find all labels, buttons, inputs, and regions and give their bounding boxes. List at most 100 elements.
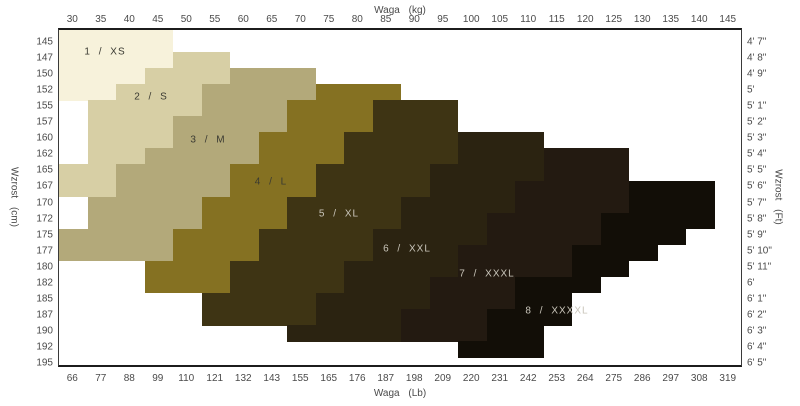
size-region-7 [515, 196, 629, 214]
size-region-5 [344, 148, 458, 166]
size-region-4 [287, 116, 373, 133]
x-tick-top: 120 [576, 14, 594, 25]
size-region-3 [116, 164, 230, 182]
size-region-6 [315, 308, 401, 326]
size-region-2 [87, 116, 173, 133]
size-region-8 [486, 324, 544, 342]
size-region-2 [87, 148, 145, 166]
x-tick-top: 35 [95, 14, 107, 25]
size-label-8: 8 / XXXXL [525, 305, 589, 317]
x-tick-top: 130 [633, 14, 651, 25]
y-tick-right: 6' 2" [747, 309, 767, 321]
size-region-4 [287, 100, 373, 117]
y-tick-right: 5' 1" [747, 100, 767, 112]
y-tick-right: 4' 9" [747, 68, 767, 80]
y-tick-right: 5' 8" [747, 213, 767, 225]
size-region-5 [201, 308, 316, 326]
size-region-3 [173, 116, 287, 133]
x-tick-bottom: 253 [548, 373, 566, 384]
size-region-4 [230, 180, 316, 198]
size-region-3 [59, 244, 173, 262]
size-region-2 [87, 132, 173, 149]
x-tick-top: 100 [462, 14, 480, 25]
size-region-8 [600, 228, 686, 246]
y-tick-right: 5' 6" [747, 180, 767, 192]
x-tick-bottom: 88 [123, 373, 135, 384]
y-tick-right: 6' 4" [747, 341, 767, 353]
x-tick-top: 50 [180, 14, 192, 25]
size-region-5 [287, 212, 401, 230]
plot-area: 1 / XS 2 / S 3 / M 4 / L 5 / XL 6 / XXL 7 / XX… [58, 28, 742, 367]
x-tick-bottom: 77 [95, 373, 107, 384]
y-tick-left: 172 [36, 213, 53, 225]
x-tick-bottom: 110 [178, 373, 195, 384]
size-region-5 [230, 276, 344, 294]
size-region-4 [258, 132, 344, 149]
size-label-4: 4 / L [254, 176, 288, 188]
size-region-5 [315, 180, 430, 198]
x-tick-top: 90 [408, 14, 420, 25]
size-region-5 [230, 260, 344, 278]
y-tick-right: 6' 3" [747, 325, 767, 337]
y-tick-left: 187 [36, 309, 53, 321]
x-tick-bottom: 143 [263, 373, 281, 384]
x-tick-bottom: 308 [690, 373, 708, 384]
y-tick-left: 145 [36, 36, 53, 48]
y-tick-left: 157 [36, 116, 53, 128]
x-tick-bottom: 99 [152, 373, 164, 384]
size-region-1 [59, 68, 145, 85]
y-tick-left: 165 [36, 164, 53, 176]
size-region-1 [59, 52, 173, 69]
size-region-7 [515, 180, 629, 198]
size-region-1 [59, 30, 173, 53]
size-label-6: 6 / XXL [383, 243, 431, 255]
size-region-5 [258, 244, 373, 262]
x-tick-top: 95 [437, 14, 449, 25]
size-region-7 [401, 324, 487, 342]
size-region-3 [201, 100, 287, 117]
y-tick-left: 182 [36, 277, 53, 289]
x-tick-top: 30 [66, 14, 78, 25]
x-tick-top: 55 [209, 14, 221, 25]
y-tick-left: 167 [36, 180, 53, 192]
y-tick-right: 6' 5" [747, 357, 767, 369]
y-axis-title-left: Wzrost (cm) [8, 167, 20, 227]
x-tick-bottom: 187 [377, 373, 395, 384]
size-region-7 [401, 308, 487, 326]
size-region-4 [173, 228, 259, 246]
size-region-7 [543, 148, 629, 166]
size-region-5 [201, 292, 316, 310]
size-region-7 [486, 228, 601, 246]
size-region-2 [59, 164, 116, 182]
y-tick-left: 150 [36, 68, 53, 80]
size-region-7 [458, 260, 572, 278]
size-region-2 [173, 52, 230, 69]
y-tick-left: 162 [36, 148, 53, 160]
x-tick-bottom: 132 [234, 373, 252, 384]
size-label-5: 5 / XL [318, 208, 360, 220]
x-tick-bottom: 121 [206, 373, 224, 384]
y-axis-title-right: Wzrost (Ft) [772, 169, 784, 225]
y-tick-left: 147 [36, 52, 53, 64]
size-region-5 [315, 164, 430, 182]
x-tick-top: 105 [491, 14, 509, 25]
size-region-6 [372, 244, 458, 262]
x-tick-top: 110 [520, 14, 537, 25]
size-region-3 [116, 180, 230, 198]
size-region-4 [315, 84, 401, 101]
size-region-4 [144, 276, 230, 294]
size-region-7 [486, 212, 601, 230]
size-region-6 [401, 212, 487, 230]
size-label-7: 7 / XXXL [459, 268, 515, 280]
size-region-3 [144, 148, 259, 166]
x-tick-top: 115 [548, 14, 565, 25]
size-label-3: 3 / M [190, 134, 226, 146]
size-region-5 [372, 116, 458, 133]
size-label-2: 2 / S [134, 91, 168, 103]
x-tick-bottom: 319 [719, 373, 737, 384]
y-tick-right: 5' 4" [747, 148, 767, 160]
size-region-5 [258, 228, 373, 246]
x-tick-bottom: 176 [348, 373, 366, 384]
size-region-6 [458, 148, 544, 166]
